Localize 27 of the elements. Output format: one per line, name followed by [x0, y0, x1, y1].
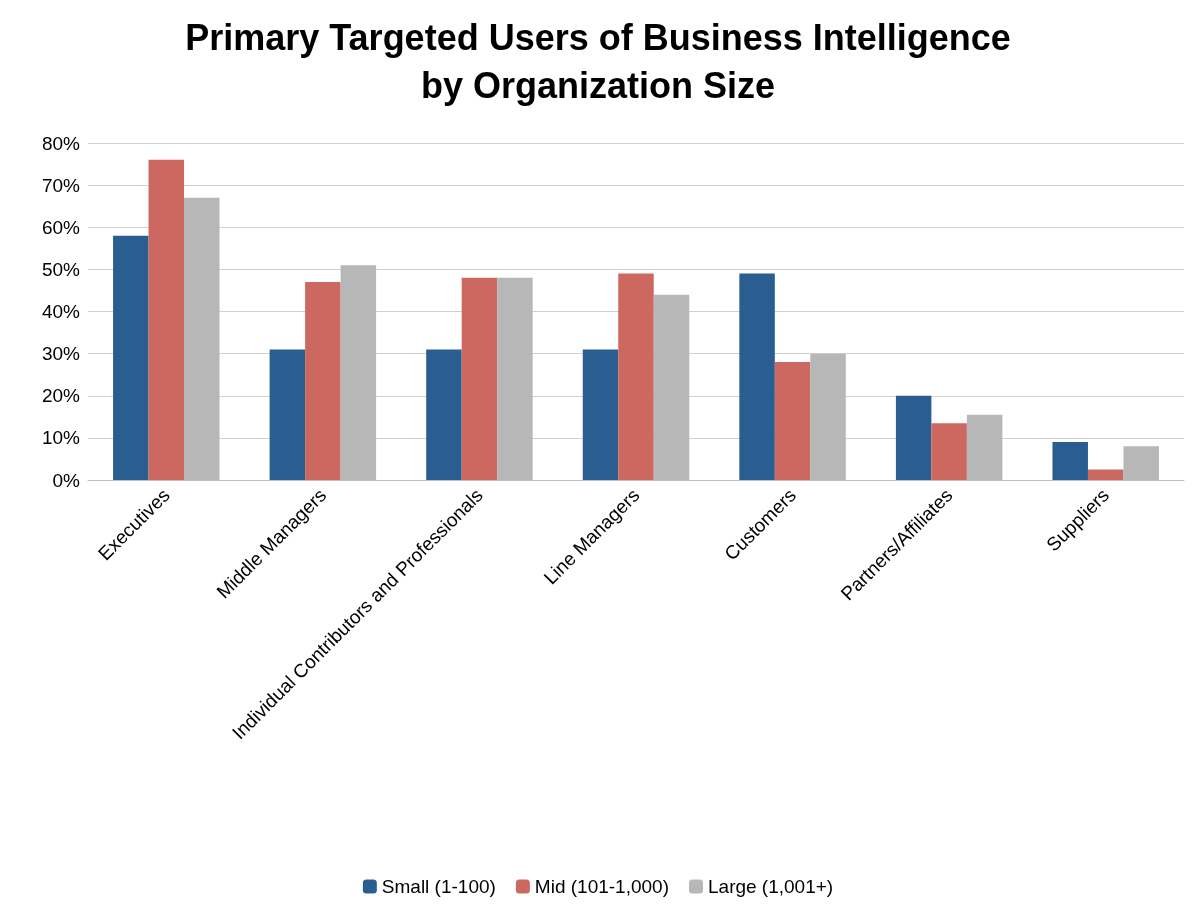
- bar: [774, 362, 811, 480]
- bar: [895, 395, 932, 480]
- bar: [461, 277, 498, 480]
- bar: [1052, 442, 1088, 480]
- legend-label: Large (1,001+): [707, 876, 834, 897]
- legend-label: Mid (101-1,000): [534, 876, 669, 897]
- bar: [269, 349, 306, 480]
- y-tick-label: 20%: [41, 385, 81, 407]
- y-tick-label: 80%: [41, 132, 81, 154]
- bar: [618, 273, 654, 480]
- y-tick-label: 60%: [41, 216, 81, 238]
- bar: [305, 282, 341, 480]
- y-tick-label: 40%: [41, 301, 81, 322]
- bar: [426, 349, 462, 480]
- bar: [113, 235, 149, 480]
- y-tick-label: 70%: [41, 174, 81, 196]
- bar: [739, 273, 775, 480]
- y-tick-label: 50%: [41, 258, 81, 280]
- y-tick-label: 0%: [52, 469, 81, 491]
- chart-title: Primary Targeted Users of Business Intelligence by Organization Size: [185, 16, 1011, 106]
- bar: [148, 159, 185, 480]
- bar: [582, 349, 619, 480]
- y-tick-label: 30%: [41, 343, 81, 365]
- bar: [931, 423, 967, 480]
- y-tick-label: 10%: [41, 427, 81, 449]
- bar: [1087, 469, 1124, 480]
- legend-label: Small (1-100): [381, 876, 496, 897]
